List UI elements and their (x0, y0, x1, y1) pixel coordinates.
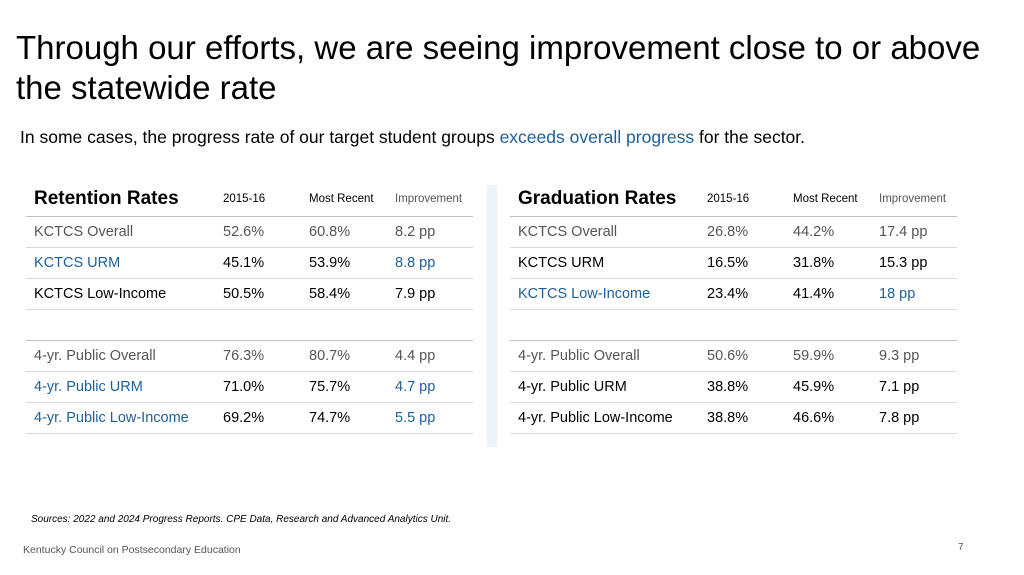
value-recent: 41.4% (785, 277, 871, 309)
slide-title: Through our efforts, we are seeing impro… (16, 29, 981, 106)
subtitle-highlight: exceeds overall progress (499, 127, 695, 147)
row-label: 4-yr. Public URM (26, 370, 215, 402)
value-2015: 38.8% (699, 370, 785, 402)
value-2015: 16.5% (699, 246, 785, 278)
value-2015: 38.8% (699, 401, 785, 434)
spacer-cell (215, 308, 301, 340)
table-row: KCTCS Overall 52.6% 60.8% 8.2 pp (26, 215, 473, 247)
table-spacer-row (510, 308, 957, 340)
value-2015: 50.5% (215, 277, 301, 309)
table-row: 4-yr. Public URM 71.0% 75.7% 4.7 pp (26, 370, 473, 402)
value-2015: 23.4% (699, 277, 785, 309)
value-improvement: 18 pp (871, 277, 957, 309)
graduation-rates-table: Graduation Rates 2015-16 Most Recent Imp… (510, 183, 957, 434)
value-recent: 31.8% (785, 246, 871, 278)
value-2015: 26.8% (699, 215, 785, 247)
row-label: KCTCS Overall (510, 215, 699, 247)
column-header-recent: Most Recent (309, 193, 374, 206)
column-header-2015: 2015-16 (223, 193, 266, 206)
table-row: KCTCS Low-Income 50.5% 58.4% 7.9 pp (26, 277, 473, 309)
value-2015: 76.3% (215, 339, 301, 371)
table-title: Retention Rates (34, 188, 179, 210)
spacer-cell (785, 308, 871, 340)
value-recent: 74.7% (301, 401, 387, 434)
table-row: 4-yr. Public URM 38.8% 45.9% 7.1 pp (510, 370, 957, 402)
row-label: 4-yr. Public Overall (510, 339, 699, 371)
spacer-cell (510, 308, 699, 340)
value-2015: 69.2% (215, 401, 301, 434)
value-2015: 50.6% (699, 339, 785, 371)
value-recent: 75.7% (301, 370, 387, 402)
sources-note: Sources: 2022 and 2024 Progress Reports.… (31, 514, 452, 525)
table-title: Graduation Rates (518, 188, 677, 210)
spacer-cell (26, 308, 215, 340)
value-2015: 45.1% (215, 246, 301, 278)
value-2015: 71.0% (215, 370, 301, 402)
value-recent: 53.9% (301, 246, 387, 278)
table-row: 4-yr. Public Overall 76.3% 80.7% 4.4 pp (26, 339, 473, 371)
value-recent: 80.7% (301, 339, 387, 371)
column-header-2015: 2015-16 (707, 193, 750, 206)
spacer-cell (301, 308, 387, 340)
value-recent: 45.9% (785, 370, 871, 402)
table-row: KCTCS URM 45.1% 53.9% 8.8 pp (26, 246, 473, 278)
value-improvement: 4.7 pp (387, 370, 473, 402)
table-header-row: Retention Rates 2015-16 Most Recent Impr… (26, 183, 473, 216)
column-header-improvement: Improvement (879, 193, 947, 206)
table-spacer-row (26, 308, 473, 340)
spacer-cell (387, 308, 473, 340)
table-row: KCTCS Low-Income 23.4% 41.4% 18 pp (510, 277, 957, 309)
value-improvement: 7.8 pp (871, 401, 957, 434)
value-2015: 52.6% (215, 215, 301, 247)
spacer-cell (871, 308, 957, 340)
value-recent: 44.2% (785, 215, 871, 247)
row-label: 4-yr. Public URM (510, 370, 699, 402)
row-label: 4-yr. Public Low-Income (26, 401, 215, 434)
value-recent: 59.9% (785, 339, 871, 371)
table-row: 4-yr. Public Low-Income 69.2% 74.7% 5.5 pp (26, 401, 473, 434)
value-improvement: 17.4 pp (871, 215, 957, 247)
table-header-row: Graduation Rates 2015-16 Most Recent Imp… (510, 183, 957, 216)
column-header-recent: Most Recent (793, 193, 858, 206)
table-row: 4-yr. Public Low-Income 38.8% 46.6% 7.8 pp (510, 401, 957, 434)
value-improvement: 15.3 pp (871, 246, 957, 278)
value-improvement: 7.9 pp (387, 277, 473, 309)
value-improvement: 5.5 pp (387, 401, 473, 434)
row-label: KCTCS URM (26, 246, 215, 278)
value-improvement: 8.8 pp (387, 246, 473, 278)
retention-rates-table: Retention Rates 2015-16 Most Recent Impr… (26, 183, 473, 434)
footer-organization: Kentucky Council on Postsecondary Educat… (23, 544, 241, 556)
spacer-cell (699, 308, 785, 340)
subtitle-text: In some cases, the progress rate of our … (20, 127, 500, 147)
value-improvement: 9.3 pp (871, 339, 957, 371)
table-row: 4-yr. Public Overall 50.6% 59.9% 9.3 pp (510, 339, 957, 371)
value-recent: 58.4% (301, 277, 387, 309)
row-label: 4-yr. Public Low-Income (510, 401, 699, 434)
value-improvement: 8.2 pp (387, 215, 473, 247)
table-row: KCTCS Overall 26.8% 44.2% 17.4 pp (510, 215, 957, 247)
table-divider (487, 185, 497, 447)
table-row: KCTCS URM 16.5% 31.8% 15.3 pp (510, 246, 957, 278)
row-label: KCTCS Low-Income (26, 277, 215, 309)
row-label: KCTCS Overall (26, 215, 215, 247)
value-recent: 46.6% (785, 401, 871, 434)
value-improvement: 4.4 pp (387, 339, 473, 371)
value-recent: 60.8% (301, 215, 387, 247)
row-label: KCTCS URM (510, 246, 699, 278)
value-improvement: 7.1 pp (871, 370, 957, 402)
subtitle-text-end: for the sector. (694, 127, 806, 147)
row-label: KCTCS Low-Income (510, 277, 699, 309)
page-number: 7 (958, 542, 964, 553)
column-header-improvement: Improvement (395, 193, 463, 206)
slide-subtitle: In some cases, the progress rate of our … (20, 127, 805, 148)
row-label: 4-yr. Public Overall (26, 339, 215, 371)
